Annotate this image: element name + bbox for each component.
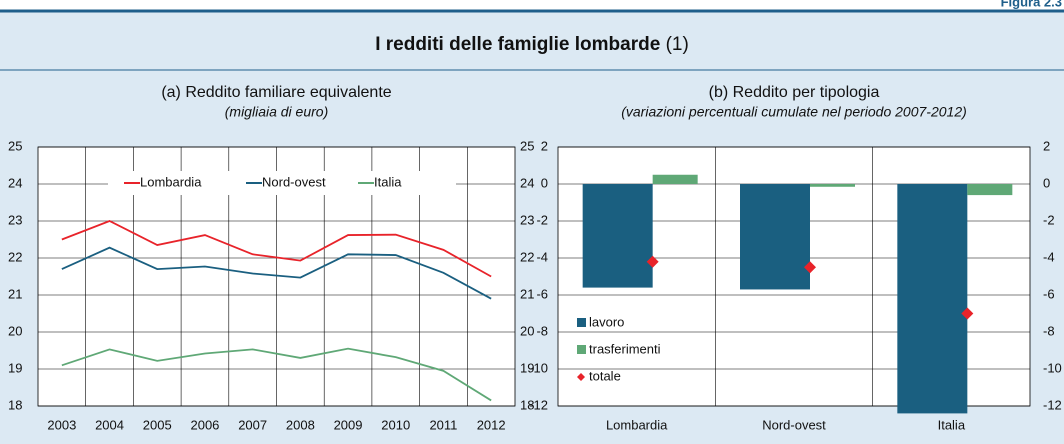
y-tick-label: -6 bbox=[536, 286, 548, 301]
diamond-marker bbox=[961, 307, 974, 320]
x-tick-label: 2007 bbox=[238, 417, 267, 432]
y-tick-label: 19 bbox=[8, 360, 22, 375]
y-tick-label-right: 18 bbox=[520, 397, 534, 412]
y-tick-label: -2 bbox=[536, 212, 548, 227]
y-tick-label-right: -2 bbox=[1043, 212, 1055, 227]
y-tick-label-right: 23 bbox=[520, 212, 534, 227]
legend-label: Nord-ovest bbox=[262, 174, 326, 189]
chart-subtitle: (migliaia di euro) bbox=[225, 104, 328, 120]
legend-swatch bbox=[577, 318, 586, 327]
y-tick-label-right: 2 bbox=[1043, 138, 1050, 153]
y-tick-label-right: 24 bbox=[520, 175, 534, 190]
x-tick-label: Italia bbox=[938, 417, 966, 432]
y-tick-label: -12 bbox=[529, 397, 548, 412]
y-tick-label-right: -8 bbox=[1043, 323, 1055, 338]
x-tick-label: 2005 bbox=[143, 417, 172, 432]
y-tick-label-right: 21 bbox=[520, 286, 534, 301]
plot-frame bbox=[557, 146, 1031, 407]
y-tick-label: -8 bbox=[536, 323, 548, 338]
y-tick-label: 20 bbox=[8, 323, 22, 338]
legend-swatch bbox=[577, 345, 586, 354]
bar bbox=[740, 184, 810, 290]
plot-frame bbox=[37, 146, 516, 407]
bar bbox=[897, 184, 968, 414]
legend-box bbox=[108, 171, 456, 195]
y-tick-label: 21 bbox=[8, 286, 22, 301]
y-tick-label-right: -10 bbox=[1043, 360, 1062, 375]
y-tick-label-right: -6 bbox=[1043, 286, 1055, 301]
y-tick-label: 23 bbox=[8, 212, 22, 227]
x-tick-label: 2010 bbox=[381, 417, 410, 432]
figure-title: I redditi delle famiglie lombarde (1) bbox=[375, 34, 689, 55]
y-tick-label: -10 bbox=[529, 360, 548, 375]
legend-label: Lombardia bbox=[140, 174, 202, 189]
legend-label: lavoro bbox=[589, 314, 624, 329]
diamond-marker bbox=[646, 255, 659, 268]
x-tick-label: 2003 bbox=[47, 417, 76, 432]
series-line bbox=[61, 246, 492, 300]
legend-label: totale bbox=[589, 368, 621, 383]
y-tick-label-right: 22 bbox=[520, 249, 534, 264]
title-note: (1) bbox=[666, 34, 689, 55]
y-tick-label: 25 bbox=[8, 138, 22, 153]
chart-title: (a) Reddito familiare equivalente bbox=[161, 84, 391, 101]
bar bbox=[810, 184, 855, 187]
legend-label: Italia bbox=[374, 174, 402, 189]
y-tick-label: 18 bbox=[8, 397, 22, 412]
figure-label: Figura 2.3 bbox=[1001, 0, 1062, 9]
y-tick-label-right: -12 bbox=[1043, 397, 1062, 412]
y-tick-label-right: 0 bbox=[1043, 175, 1050, 190]
series-line bbox=[61, 347, 492, 402]
y-tick-label: 0 bbox=[541, 175, 548, 190]
y-tick-label: 2 bbox=[541, 138, 548, 153]
x-tick-label: Lombardia bbox=[606, 417, 668, 432]
x-tick-label: 2009 bbox=[334, 417, 363, 432]
x-tick-label: 2011 bbox=[429, 417, 457, 432]
bar bbox=[967, 184, 1013, 196]
x-tick-label: 2012 bbox=[477, 417, 506, 432]
legend-swatch bbox=[577, 373, 585, 381]
y-tick-label-right: 20 bbox=[520, 323, 534, 338]
legend-label: trasferimenti bbox=[589, 341, 661, 356]
x-tick-label: 2006 bbox=[190, 417, 219, 432]
title-main: I redditi delle famiglie lombarde bbox=[375, 34, 660, 55]
chart-title: (b) Reddito per tipologia bbox=[709, 84, 880, 101]
y-tick-label: -4 bbox=[536, 249, 548, 264]
x-tick-label: 2004 bbox=[95, 417, 124, 432]
bar bbox=[652, 174, 698, 184]
chart-subtitle: (variazioni percentuali cumulate nel per… bbox=[621, 104, 967, 120]
y-tick-label: 24 bbox=[8, 175, 22, 190]
y-tick-label-right: 25 bbox=[520, 138, 534, 153]
y-tick-label: 22 bbox=[8, 249, 22, 264]
diamond-marker bbox=[804, 261, 816, 274]
bar bbox=[582, 184, 653, 288]
x-tick-label: Nord-ovest bbox=[762, 417, 826, 432]
y-tick-label-right: 19 bbox=[520, 360, 534, 375]
y-tick-label-right: -4 bbox=[1043, 249, 1055, 264]
x-tick-label: 2008 bbox=[286, 417, 315, 432]
series-line bbox=[61, 220, 492, 278]
